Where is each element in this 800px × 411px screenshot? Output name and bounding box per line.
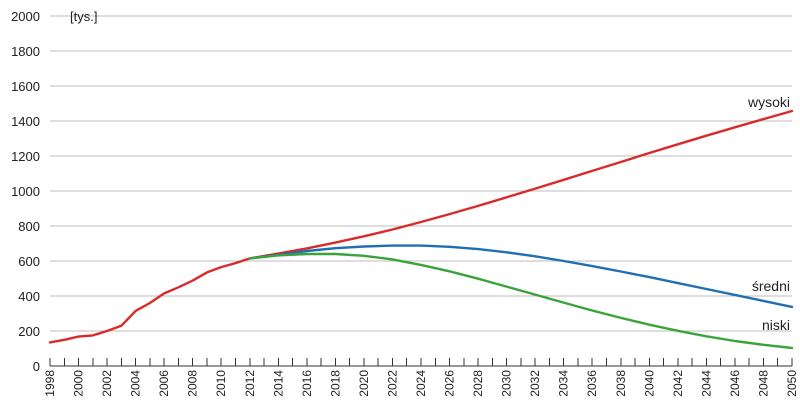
x-tick-label-2008: 2008: [186, 370, 200, 397]
y-tick-label-400: 400: [18, 289, 40, 304]
y-tick-label-1200: 1200: [11, 149, 40, 164]
x-tick-label-2006: 2006: [157, 370, 171, 397]
x-tick-label-2030: 2030: [500, 370, 514, 397]
x-tick-label-2044: 2044: [699, 370, 713, 397]
series-line-1: [248, 244, 794, 309]
x-tick-label-2038: 2038: [614, 370, 628, 397]
y-tick-label-1800: 1800: [11, 44, 40, 59]
x-tick-label-2036: 2036: [585, 370, 599, 397]
y-tick-label-1400: 1400: [11, 114, 40, 129]
x-tick-label-2002: 2002: [100, 370, 114, 397]
x-tick-label-2020: 2020: [357, 370, 371, 397]
unit-label: [tys.]: [70, 9, 97, 24]
x-tick-label-2014: 2014: [271, 370, 285, 397]
y-tick-label-800: 800: [18, 219, 40, 234]
x-tick-label-2046: 2046: [728, 370, 742, 397]
y-tick-label-600: 600: [18, 254, 40, 269]
x-tick-label-2042: 2042: [671, 370, 685, 397]
x-axis-tick-labels: 1998 2000 2002 2004 2006 2008 2010 2012 2014 2016…: [43, 370, 799, 397]
x-tick-label-2010: 2010: [214, 370, 228, 397]
x-tick-label-1998: 1998: [43, 370, 57, 397]
series-label-0: wysoki: [747, 94, 790, 110]
y-tick-label-200: 200: [18, 324, 40, 339]
series-lines: [48, 109, 794, 350]
y-axis-tick-labels: 0 200 400 600 800 1000 1200 1400 1600 1800 2000: [11, 9, 40, 374]
series-line-2: [248, 252, 794, 350]
x-tick-label-2034: 2034: [557, 370, 571, 397]
y-tick-label-1600: 1600: [11, 79, 40, 94]
series-labels: wysoki średni niski: [747, 94, 790, 333]
x-tick-label-2048: 2048: [756, 370, 770, 397]
x-tick-label-2028: 2028: [471, 370, 485, 397]
x-tick-label-2012: 2012: [243, 370, 257, 397]
x-tick-label-2024: 2024: [414, 370, 428, 397]
series-label-1: średni: [752, 278, 790, 294]
x-tick-label-2018: 2018: [328, 370, 342, 397]
axes: [49, 358, 793, 367]
x-tick-label-2000: 2000: [72, 370, 86, 397]
y-tick-label-0: 0: [33, 359, 40, 374]
y-tick-label-2000: 2000: [11, 9, 40, 24]
x-tick-label-2026: 2026: [443, 370, 457, 397]
x-tick-label-2040: 2040: [642, 370, 656, 397]
grid-lines: [50, 15, 792, 332]
x-tick-label-2004: 2004: [129, 370, 143, 397]
x-tick-label-2016: 2016: [300, 370, 314, 397]
x-tick-label-2032: 2032: [528, 370, 542, 397]
series-label-2: niski: [762, 317, 790, 333]
y-tick-label-1000: 1000: [11, 184, 40, 199]
x-tick-label-2050: 2050: [785, 370, 799, 397]
x-tick-label-2022: 2022: [385, 370, 399, 397]
series-line-0: [48, 109, 794, 344]
